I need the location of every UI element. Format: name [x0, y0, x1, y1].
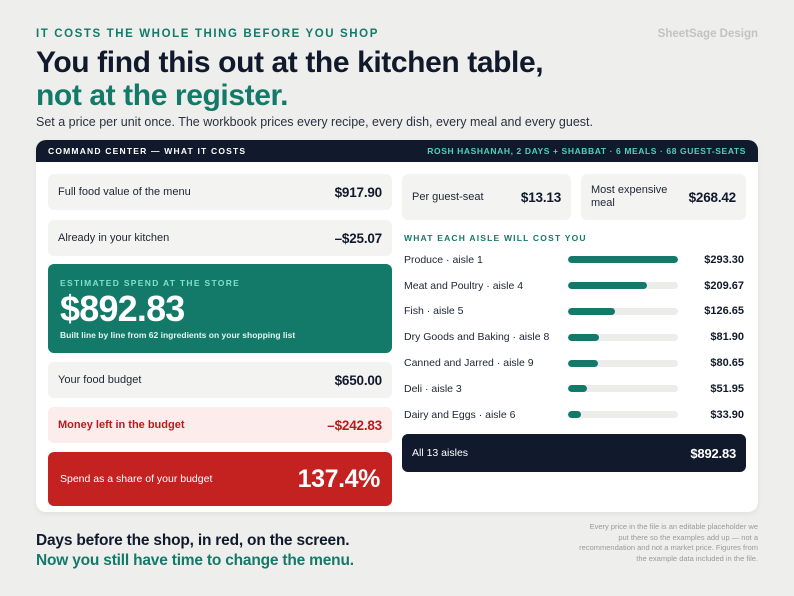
- aisle-bar-track: [568, 282, 678, 290]
- panel-title: COMMAND CENTER — WHAT IT COSTS: [48, 146, 247, 156]
- budget-share-card: Spend as a share of your budget 137.4%: [48, 452, 392, 506]
- aisle-name: Produce · aisle 1: [404, 253, 483, 266]
- aisle-bar-fill: [568, 411, 581, 419]
- headline: You find this out at the kitchen table, …: [36, 46, 544, 112]
- aisle-amount: $293.30: [704, 253, 744, 266]
- estimated-spend-card: ESTIMATED SPEND AT THE STORE $892.83 Bui…: [48, 264, 392, 353]
- aisle-row: Fish · aisle 5 $126.65: [404, 299, 744, 325]
- money-left-label: Money left in the budget: [58, 419, 185, 431]
- aisle-name: Fish · aisle 5: [404, 305, 464, 318]
- disclaimer: Every price in the file is an editable p…: [579, 522, 758, 563]
- aisle-list: Produce · aisle 1 $293.30 Meat and Poult…: [404, 247, 744, 428]
- aisle-row: Dry Goods and Baking · aisle 8 $81.90: [404, 324, 744, 350]
- aisle-name: Dry Goods and Baking · aisle 8: [404, 331, 550, 344]
- all-aisles-amount: $892.83: [690, 445, 736, 461]
- most-expensive-amount: $268.42: [688, 189, 737, 205]
- budget-share-value: 137.4%: [297, 464, 381, 493]
- subtitle: Set a price per unit once. The workbook …: [36, 115, 593, 129]
- per-seat-amount: $13.13: [520, 189, 561, 205]
- aisle-bar-track: [568, 359, 678, 367]
- aisle-row: Produce · aisle 1 $293.30: [404, 247, 744, 273]
- aisle-bar-fill: [568, 385, 588, 393]
- aisle-row: Deli · aisle 3 $51.95: [404, 376, 744, 402]
- aisle-amount: $209.67: [704, 279, 744, 292]
- money-left-amount: –$242.83: [327, 417, 382, 433]
- aisle-name: Meat and Poultry · aisle 4: [404, 279, 524, 292]
- all-aisles-label: All 13 aisles: [412, 447, 469, 459]
- full-value-card: Full food value of the menu $917.90: [48, 174, 392, 210]
- footer-line-1: Days before the shop, in red, on the scr…: [36, 532, 350, 549]
- aisle-bar-track: [568, 256, 678, 264]
- aisle-bar-fill: [568, 359, 599, 367]
- estimated-spend-amount: $892.83: [60, 288, 185, 329]
- full-value-label: Full food value of the menu: [58, 186, 191, 198]
- footer-line-2: Now you still have time to change the me…: [36, 552, 354, 569]
- per-seat-card: Per guest-seat $13.13: [402, 174, 571, 220]
- budget-card: Your food budget $650.00: [48, 362, 392, 398]
- aisle-row: Dairy and Eggs · aisle 6 $33.90: [404, 402, 744, 428]
- full-value-amount: $917.90: [334, 184, 383, 200]
- aisle-bar-fill: [568, 333, 599, 341]
- aisle-bar-fill: [568, 256, 678, 264]
- aisle-row: Meat and Poultry · aisle 4 $209.67: [404, 273, 744, 299]
- money-left-card: Money left in the budget –$242.83: [48, 407, 392, 443]
- in-kitchen-label: Already in your kitchen: [58, 232, 170, 244]
- aisle-bar-fill: [568, 307, 616, 315]
- most-expensive-meal-card: Most expensive meal $268.42: [581, 174, 746, 220]
- aisle-bar-track: [568, 411, 678, 419]
- command-center-panel: COMMAND CENTER — WHAT IT COSTS ROSH HASH…: [36, 140, 758, 512]
- brand-label: SheetSage Design: [657, 28, 758, 40]
- estimated-spend-note: Built line by line from 62 ingredients o…: [60, 330, 296, 340]
- eyebrow: IT COSTS THE WHOLE THING BEFORE YOU SHOP: [36, 28, 379, 40]
- aisle-bar-fill: [568, 282, 647, 290]
- aisle-bar-track: [568, 307, 678, 315]
- in-kitchen-amount: –$25.07: [334, 230, 383, 246]
- all-aisles-total-card: All 13 aisles $892.83: [402, 434, 746, 472]
- aisle-bar-track: [568, 333, 678, 341]
- budget-share-label: Spend as a share of your budget: [60, 473, 213, 485]
- aisle-name: Canned and Jarred · aisle 9: [404, 357, 534, 370]
- footer-message: Days before the shop, in red, on the scr…: [36, 531, 354, 571]
- estimated-spend-caption: ESTIMATED SPEND AT THE STORE: [60, 278, 241, 288]
- aisle-name: Dairy and Eggs · aisle 6: [404, 408, 516, 421]
- in-kitchen-card: Already in your kitchen –$25.07: [48, 220, 392, 256]
- aisle-name: Deli · aisle 3: [404, 382, 462, 395]
- headline-line-1: You find this out at the kitchen table,: [36, 46, 544, 79]
- panel-context: ROSH HASHANAH, 2 DAYS + SHABBAT · 6 MEAL…: [427, 146, 746, 156]
- aisle-amount: $51.95: [710, 382, 744, 395]
- per-seat-label: Per guest-seat: [412, 191, 484, 203]
- most-expensive-label: Most expensive meal: [591, 184, 668, 209]
- aisle-amount: $80.65: [710, 357, 744, 370]
- budget-label: Your food budget: [58, 374, 142, 386]
- aisle-amount: $33.90: [710, 408, 744, 421]
- aisle-amount: $126.65: [704, 305, 744, 318]
- budget-amount: $650.00: [334, 372, 383, 388]
- aisle-row: Canned and Jarred · aisle 9 $80.65: [404, 350, 744, 376]
- aisle-caption: WHAT EACH AISLE WILL COST YOU: [404, 233, 587, 243]
- aisle-bar-track: [568, 385, 678, 393]
- aisle-amount: $81.90: [710, 331, 744, 344]
- headline-line-2: not at the register.: [36, 79, 289, 112]
- panel-header: COMMAND CENTER — WHAT IT COSTS ROSH HASH…: [36, 140, 758, 162]
